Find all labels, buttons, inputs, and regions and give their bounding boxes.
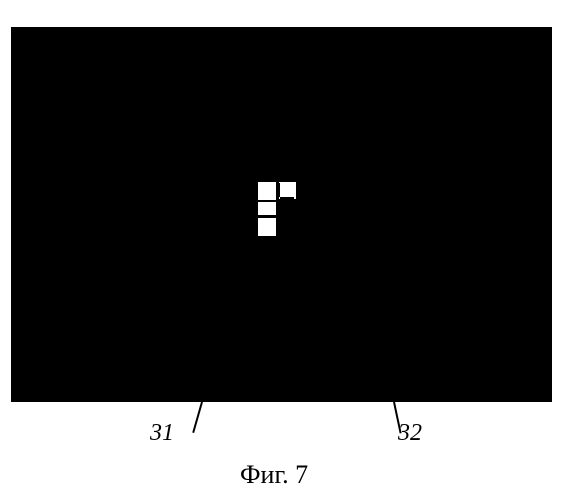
ref-label-31: 31 xyxy=(150,420,174,447)
figure-caption: Фиг. 7 xyxy=(240,460,308,490)
stripe-3 xyxy=(280,197,294,199)
center-block-1 xyxy=(258,182,276,200)
main-black-panel xyxy=(11,27,552,402)
lead-line-left xyxy=(192,402,203,433)
figure-7: 31 32 Фиг. 7 xyxy=(0,0,564,500)
stripe-1 xyxy=(258,215,276,218)
ref-label-32: 32 xyxy=(398,420,422,447)
stripe-2 xyxy=(279,183,280,197)
center-block-3 xyxy=(258,202,276,236)
